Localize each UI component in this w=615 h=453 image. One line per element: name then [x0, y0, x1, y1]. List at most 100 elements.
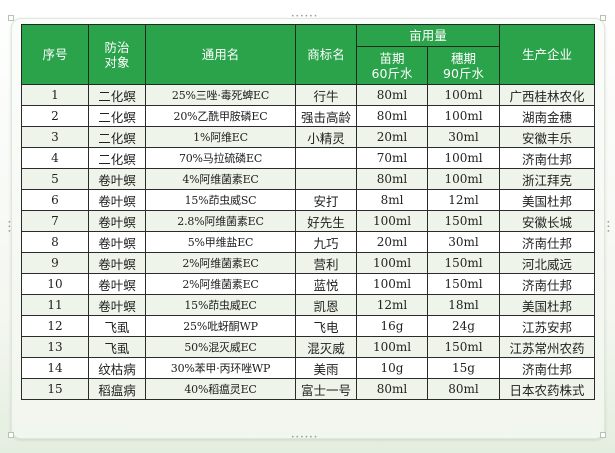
resize-handle-bottom-right[interactable] [600, 432, 606, 438]
grip-top[interactable]: •••••• [291, 13, 319, 20]
manufacturer-cell: 浙江拜克 [499, 168, 596, 190]
target-cell: 飞虱 [88, 315, 146, 337]
heading-dosage-cell: 15g [426, 357, 501, 379]
generic-name-cell: 5%甲维盐EC [145, 231, 296, 253]
target-cell: 飞虱 [88, 336, 146, 358]
generic-name-cell: 20%乙酰甲胺磷EC [145, 105, 296, 127]
generic-name-cell: 15%茚虫威SC [145, 189, 296, 211]
header-generic-name: 通用名 [145, 24, 296, 85]
seq-cell: 3 [21, 126, 89, 148]
manufacturer-cell: 美国杜邦 [499, 294, 596, 316]
grip-bottom[interactable]: •••••• [291, 434, 319, 441]
table-row: 11 卷叶螟 15%茚虫威EC 凯恩 12ml 18ml 美国杜邦 [21, 294, 596, 316]
heading-dosage-cell: 100ml [426, 168, 501, 190]
heading-dosage-cell: 150ml [426, 273, 501, 295]
generic-name-cell: 2.8%阿维菌素EC [145, 210, 296, 232]
seq-cell: 13 [21, 336, 89, 358]
seedling-dosage-cell: 80ml [356, 84, 428, 106]
manufacturer-cell: 广西桂林农化 [499, 84, 596, 106]
manufacturer-cell: 安徽长城 [499, 210, 596, 232]
generic-name-cell: 25%吡蚜酮WP [145, 315, 296, 337]
manufacturer-cell: 济南仕邦 [499, 231, 596, 253]
seedling-dosage-cell: 100ml [356, 252, 428, 274]
manufacturer-cell: 河北威远 [499, 252, 596, 274]
target-cell: 二化螟 [88, 84, 146, 106]
heading-dosage-cell: 18ml [426, 294, 501, 316]
target-cell: 卷叶螟 [88, 210, 146, 232]
heading-dosage-cell: 80ml [426, 378, 501, 400]
heading-dosage-cell: 12ml [426, 189, 501, 211]
header-brand-name: 商标名 [295, 24, 357, 85]
seq-cell: 12 [21, 315, 89, 337]
seedling-dosage-cell: 70ml [356, 147, 428, 169]
generic-name-cell: 15%茚虫威EC [145, 294, 296, 316]
heading-dosage-cell: 150ml [426, 210, 501, 232]
target-cell: 二化螟 [88, 126, 146, 148]
grip-left[interactable]: ••• [5, 220, 12, 234]
pesticide-table: 序号 防治 对象 通用名 商标名 亩用量 生产企业 苗期 60斤水 穗期 90斤… [21, 24, 596, 400]
seedling-dosage-cell: 8ml [356, 189, 428, 211]
manufacturer-cell: 江苏安邦 [499, 315, 596, 337]
brand-name-cell: 混灭威 [295, 336, 357, 358]
seedling-dosage-cell: 100ml [356, 273, 428, 295]
seq-cell: 10 [21, 273, 89, 295]
header-heading: 穗期 90斤水 [426, 46, 501, 85]
brand-name-cell: 安打 [295, 189, 357, 211]
seedling-dosage-cell: 12ml [356, 294, 428, 316]
table-row: 7 卷叶螟 2.8%阿维菌素EC 好先生 100ml 150ml 安徽长城 [21, 210, 596, 232]
seq-cell: 14 [21, 357, 89, 379]
brand-name-cell: 凯恩 [295, 294, 357, 316]
brand-name-cell: 富士一号 [295, 378, 357, 400]
brand-name-cell: 美雨 [295, 357, 357, 379]
seedling-dosage-cell: 20ml [356, 126, 428, 148]
brand-name-cell: 九巧 [295, 231, 357, 253]
heading-dosage-cell: 30ml [426, 126, 501, 148]
table-row: 4 二化螟 70%马拉硫磷EC 70ml 100ml 济南仕邦 [21, 147, 596, 169]
manufacturer-cell: 江苏常州农药 [499, 336, 596, 358]
resize-handle-bottom-left[interactable] [8, 432, 14, 438]
target-cell: 纹枯病 [88, 357, 146, 379]
resize-handle-top-right[interactable] [600, 15, 606, 21]
generic-name-cell: 2%阿维菌素EC [145, 273, 296, 295]
resize-handle-top-left[interactable] [8, 15, 14, 21]
seq-cell: 8 [21, 231, 89, 253]
manufacturer-cell: 济南仕邦 [499, 357, 596, 379]
seedling-dosage-cell: 80ml [356, 105, 428, 127]
brand-name-cell: 蓝悦 [295, 273, 357, 295]
heading-dosage-cell: 24g [426, 315, 501, 337]
target-cell: 卷叶螟 [88, 189, 146, 211]
target-cell: 二化螟 [88, 147, 146, 169]
manufacturer-cell: 济南仕邦 [499, 273, 596, 295]
seedling-dosage-cell: 100ml [356, 336, 428, 358]
seedling-dosage-cell: 100ml [356, 210, 428, 232]
seedling-dosage-cell: 80ml [356, 378, 428, 400]
table-row: 12 飞虱 25%吡蚜酮WP 飞电 16g 24g 江苏安邦 [21, 315, 596, 337]
target-cell: 二化螟 [88, 105, 146, 127]
generic-name-cell: 2%阿维菌素EC [145, 252, 296, 274]
table-row: 3 二化螟 1%阿维EC 小精灵 20ml 30ml 安徽丰乐 [21, 126, 596, 148]
manufacturer-cell: 济南仕邦 [499, 147, 596, 169]
seq-cell: 5 [21, 168, 89, 190]
table-row: 13 飞虱 50%混灭威EC 混灭威 100ml 150ml 江苏常州农药 [21, 336, 596, 358]
manufacturer-cell: 湖南金穗 [499, 105, 596, 127]
header-target: 防治 对象 [88, 24, 146, 85]
manufacturer-cell: 安徽丰乐 [499, 126, 596, 148]
seq-cell: 7 [21, 210, 89, 232]
target-cell: 稻瘟病 [88, 378, 146, 400]
target-cell: 卷叶螟 [88, 252, 146, 274]
heading-dosage-cell: 150ml [426, 252, 501, 274]
header-dosage-group: 亩用量 [355, 24, 501, 47]
target-cell: 卷叶螟 [88, 231, 146, 253]
table-row: 9 卷叶螟 2%阿维菌素EC 营利 100ml 150ml 河北威远 [21, 252, 596, 274]
generic-name-cell: 30%苯甲·丙环唑WP [145, 357, 296, 379]
grip-right[interactable]: ••• [604, 220, 611, 234]
target-cell: 卷叶螟 [88, 273, 146, 295]
heading-dosage-cell: 150ml [426, 336, 501, 358]
seq-cell: 1 [21, 84, 89, 106]
heading-dosage-cell: 100ml [426, 147, 501, 169]
seedling-dosage-cell: 16g [356, 315, 428, 337]
table-row: 8 卷叶螟 5%甲维盐EC 九巧 20ml 30ml 济南仕邦 [21, 231, 596, 253]
table-row: 6 卷叶螟 15%茚虫威SC 安打 8ml 12ml 美国杜邦 [21, 189, 596, 211]
generic-name-cell: 50%混灭威EC [145, 336, 296, 358]
seq-cell: 4 [21, 147, 89, 169]
